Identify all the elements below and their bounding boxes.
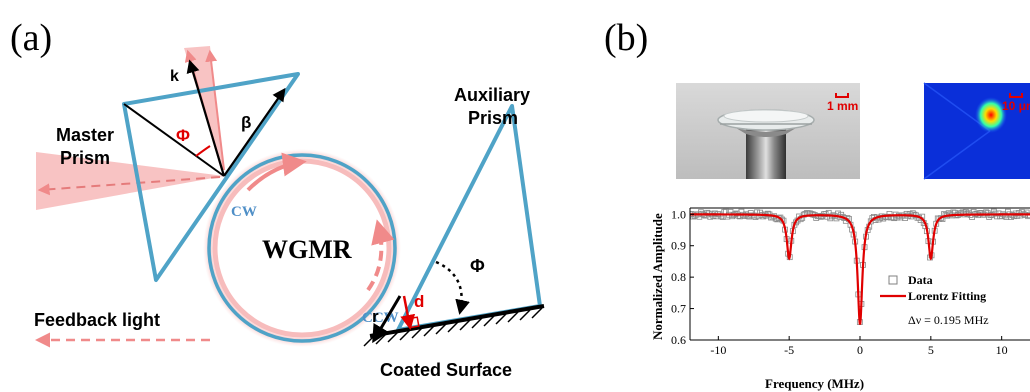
input-beam [36,152,224,210]
r-vector-arrow [372,295,402,344]
lorentz-fit-line [690,213,1030,325]
ccw-label: CCW [362,310,399,326]
master-prism-label-2: Prism [60,148,110,168]
wgmr-label: WGMR [262,235,352,264]
wgmr-glow [203,149,401,347]
d-label: d [414,292,424,311]
phi-master-arc [195,145,211,157]
panel-b-label: (b) [604,17,648,59]
scale-bar-left [835,93,849,98]
feedback-label: Feedback light [34,310,160,330]
reflected-beam-arrow [37,176,221,196]
k-label: k [170,68,179,85]
master-prism-label-1: Master [56,125,114,145]
k-vector-arrow [186,59,226,177]
beta-label: β [241,113,251,132]
ccw-arrow [366,219,395,292]
x-tick-label: -10 [710,343,726,357]
beta-vector-arrow [223,87,286,177]
phi-master-label: Φ [176,126,190,145]
linewidth-label: Δν = 0.195 MHz [908,313,989,327]
x-tick-label: 5 [928,343,934,357]
coated-surface-label: Coated Surface [380,360,512,380]
y-tick-label: 0.9 [671,239,686,253]
cw-label: CW [231,204,257,220]
y-tick-label: 0.6 [671,333,686,347]
phi-aux-label: Φ [470,256,485,276]
panel-a-label: (a) [10,17,52,59]
y-tick-label: 0.7 [671,302,686,316]
scale-label-left: 1 mm [827,99,858,113]
prism-normal-line [123,103,225,177]
resonator-photo [676,83,860,179]
x-axis-title: Frequency (MHz) [765,376,864,391]
scale-label-right: 10 μm [1002,99,1030,113]
data-point [937,215,944,222]
k-beam-edge-right [205,49,225,171]
scale-bar-right [1009,93,1023,98]
right-angle-mark [407,316,420,329]
master-prism [122,72,300,282]
aux-prism-label-1: Auxiliary [454,85,530,105]
legend-fit-label: Lorentz Fitting [908,289,986,303]
r-label: r [372,307,379,326]
y-tick-label: 1.0 [671,207,686,221]
legend: Data Lorentz Fitting Δν = 0.195 MHz [880,273,989,327]
phi-aux-arc [435,260,470,315]
y-axis-title: Normalized Amplitude [650,213,665,340]
legend-data-label: Data [908,273,933,287]
y-tick-label: 0.8 [671,270,686,284]
x-tick-label: -5 [784,343,794,357]
x-tick-label: 0 [857,343,863,357]
data-point [936,215,943,222]
coated-surface-line [369,304,545,338]
legend-data-marker [888,275,898,285]
cw-arrow [246,152,307,192]
mode-profile-image [923,82,1030,180]
x-tick-label: 10 [996,343,1008,357]
transmission-chart: -10 -5 0 5 10 0.6 0.7 0.8 0.9 1.0 Data Lorentz F… [671,207,1030,357]
aux-prism-label-2: Prism [468,108,518,128]
